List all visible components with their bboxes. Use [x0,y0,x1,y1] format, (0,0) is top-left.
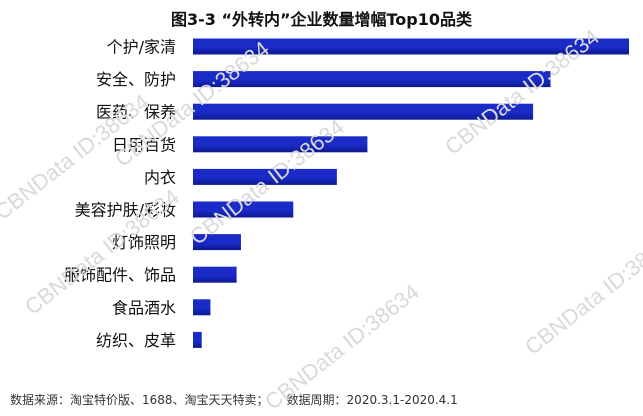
bar-5 [193,201,294,218]
bar-0 [193,38,629,55]
source-note: 数据来源：淘宝特价版、1688、淘宝天天特卖； 数据周期：2020.3.1-202… [10,391,458,408]
bar-6 [193,234,241,251]
bar-7 [193,266,237,283]
category-label-5: 美容护肤/彩妆 [75,201,176,220]
category-label-7: 服饰配件、饰品 [64,266,176,285]
bar-3 [193,136,368,153]
bar-8 [193,299,211,316]
category-label-6: 灯饰照明 [112,233,176,252]
bar-4 [193,168,337,185]
category-label-3: 日用百货 [112,135,176,154]
category-label-1: 安全、防护 [96,70,176,89]
bar-2 [193,103,534,120]
category-label-4: 内衣 [144,168,176,187]
category-label-2: 医药、保养 [96,103,176,122]
bar-1 [193,71,551,88]
bar-9 [193,331,202,348]
category-label-9: 纺织、皮革 [96,331,176,350]
category-label-8: 食品酒水 [112,298,176,317]
category-label-0: 个护/家清 [107,38,176,57]
bars-group [193,38,629,348]
chart-title: 图3-3 “外转内”企业数量增幅Top10品类 [170,10,472,29]
category-labels-group: 个护/家清安全、防护医药、保养日用百货内衣美容护肤/彩妆灯饰照明服饰配件、饰品食… [64,38,176,350]
source-label: 数据来源：淘宝特价版、1688、淘宝天天特卖； [10,393,269,407]
data-period: 数据周期：2020.3.1-2020.4.1 [286,393,458,407]
